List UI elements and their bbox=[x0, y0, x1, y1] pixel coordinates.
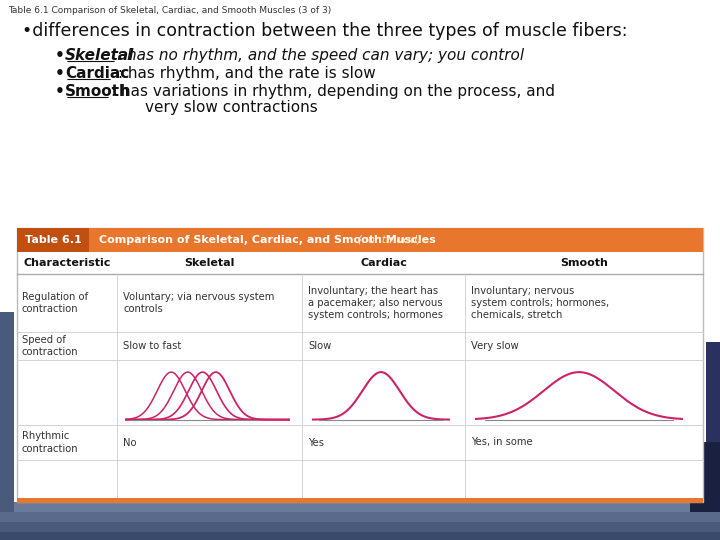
Text: Very slow: Very slow bbox=[471, 341, 518, 351]
Text: Smooth: Smooth bbox=[65, 84, 131, 99]
Text: Slow: Slow bbox=[308, 341, 331, 351]
Text: •: • bbox=[55, 48, 65, 63]
Text: Speed of
contraction: Speed of contraction bbox=[22, 335, 78, 357]
Text: Cardiac: Cardiac bbox=[65, 66, 130, 81]
Text: Table 6.1: Table 6.1 bbox=[24, 235, 81, 245]
Text: Table 6.1 Comparison of Skeletal, Cardiac, and Smooth Muscles (3 of 3): Table 6.1 Comparison of Skeletal, Cardia… bbox=[8, 6, 331, 15]
Bar bbox=[17, 498, 703, 503]
Text: Skeletal: Skeletal bbox=[184, 258, 235, 268]
Bar bbox=[0, 502, 720, 512]
Bar bbox=[17, 228, 703, 502]
Text: Smooth: Smooth bbox=[560, 258, 608, 268]
Text: Rhythmic
contraction: Rhythmic contraction bbox=[22, 431, 78, 454]
Text: : has no rhythm, and the speed can vary; you control: : has no rhythm, and the speed can vary;… bbox=[117, 48, 524, 63]
Bar bbox=[0, 312, 14, 512]
Text: Involuntary; the heart has
a pacemaker; also nervous
system controls; hormones: Involuntary; the heart has a pacemaker; … bbox=[308, 286, 443, 320]
Bar bbox=[17, 228, 89, 252]
Text: very slow contractions: very slow contractions bbox=[145, 100, 318, 115]
Text: •: • bbox=[55, 84, 65, 99]
Text: •: • bbox=[55, 66, 65, 81]
Bar bbox=[690, 442, 720, 512]
Bar bbox=[17, 228, 703, 252]
Text: Cardiac: Cardiac bbox=[360, 258, 407, 268]
Text: Yes: Yes bbox=[308, 437, 324, 448]
Text: •differences in contraction between the three types of muscle fibers:: •differences in contraction between the … bbox=[22, 22, 628, 40]
Bar bbox=[0, 522, 720, 532]
Text: Slow to fast: Slow to fast bbox=[123, 341, 181, 351]
Bar bbox=[706, 342, 720, 512]
Text: Yes, in some: Yes, in some bbox=[471, 437, 533, 448]
Bar bbox=[0, 512, 720, 522]
Text: : has variations in rhythm, depending on the process, and: : has variations in rhythm, depending on… bbox=[111, 84, 555, 99]
Text: Comparison of Skeletal, Cardiac, and Smooth Muscles: Comparison of Skeletal, Cardiac, and Smo… bbox=[99, 235, 436, 245]
Text: Voluntary; via nervous system
controls: Voluntary; via nervous system controls bbox=[123, 292, 274, 314]
Text: Regulation of
contraction: Regulation of contraction bbox=[22, 292, 88, 314]
Text: Involuntary; nervous
system controls; hormones,
chemicals, stretch: Involuntary; nervous system controls; ho… bbox=[471, 286, 609, 320]
Text: : has rhythm, and the rate is slow: : has rhythm, and the rate is slow bbox=[113, 66, 376, 81]
Text: Skeletal: Skeletal bbox=[65, 48, 135, 63]
Bar bbox=[0, 532, 720, 540]
Bar bbox=[0, 502, 720, 540]
Text: Characteristic: Characteristic bbox=[23, 258, 111, 268]
Text: (continued): (continued) bbox=[354, 235, 422, 245]
Text: No: No bbox=[123, 437, 137, 448]
